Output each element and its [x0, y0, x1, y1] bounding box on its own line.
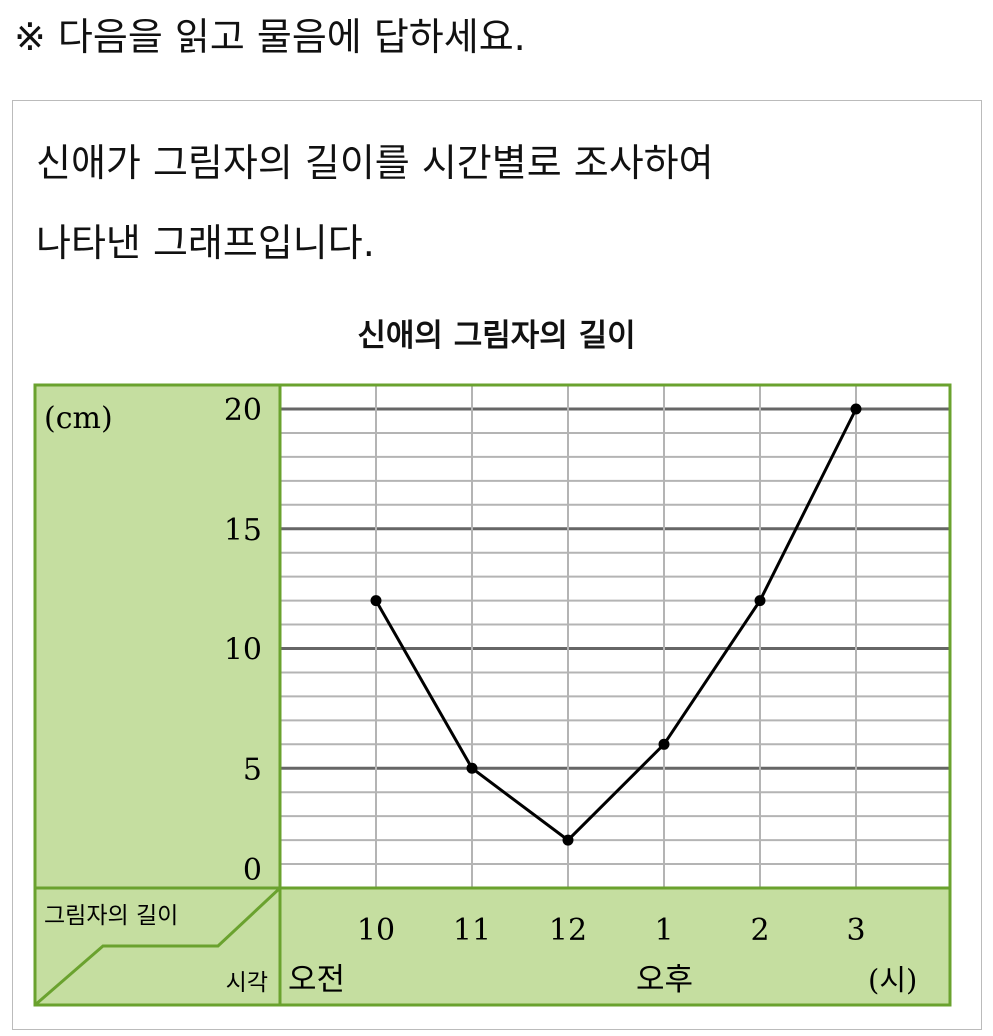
y-tick-label: 20	[224, 393, 262, 428]
x-tick-label: 1	[654, 913, 673, 948]
x-group-pm: 오후	[636, 962, 693, 998]
series-line	[374, 408, 858, 843]
data-point	[850, 403, 862, 415]
plot-area	[280, 385, 950, 888]
y-unit-label: (cm)	[44, 401, 113, 436]
x-tick-label: 10	[357, 913, 395, 948]
question-box	[12, 100, 982, 1030]
data-point	[466, 762, 478, 774]
x-unit-label: (시)	[868, 963, 917, 997]
x-tick-label: 3	[846, 913, 865, 948]
data-point	[370, 595, 382, 607]
corner-label-time: 시각	[226, 970, 268, 996]
question-line-2: 나타낸 그래프입니다.	[36, 221, 375, 265]
corner-label-length: 그림자의 길이	[44, 903, 178, 929]
chart-border	[33, 383, 952, 1007]
data-point	[562, 834, 574, 846]
data-point	[658, 738, 670, 750]
data-point	[754, 595, 766, 607]
corner-diagonal	[34, 886, 282, 1007]
chart-title: 신애의 그림자의 길이	[357, 318, 636, 354]
instruction: ※ 다음을 읽고 물음에 답하세요.	[14, 15, 526, 59]
y-tick-label: 15	[224, 513, 262, 548]
question-line-1: 신애가 그림자의 길이를 시간별로 조사하여	[36, 141, 714, 185]
x-group-am: 오전	[288, 962, 345, 998]
y-tick-label: 0	[243, 853, 262, 888]
x-tick-label: 11	[453, 913, 491, 948]
y-tick-label: 10	[224, 633, 262, 668]
x-tick-label: 12	[549, 913, 587, 948]
x-tick-label: 2	[750, 913, 769, 948]
y-tick-label: 5	[243, 752, 262, 787]
